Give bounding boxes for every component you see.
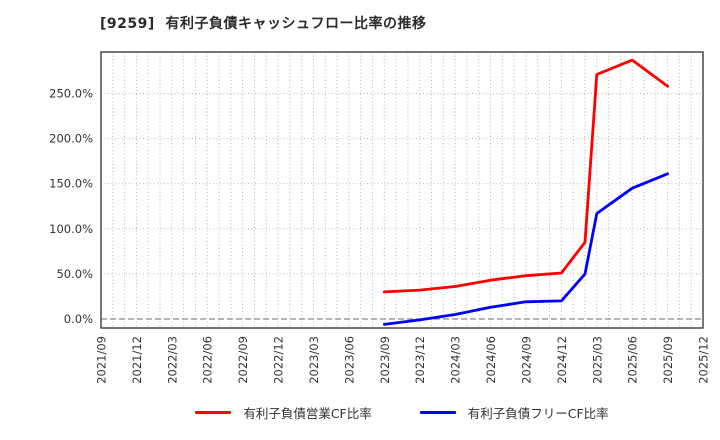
x-tick-label: 2022/06 — [201, 336, 215, 384]
legend-label-free-cf-ratio: 有利子負債フリーCF比率 — [467, 406, 609, 421]
x-tick-label: 2022/03 — [165, 336, 179, 384]
series-line-1 — [382, 172, 669, 326]
y-tick-label: 0.0% — [64, 312, 93, 326]
x-tick-label: 2024/12 — [555, 336, 569, 384]
x-tick-label: 2025/12 — [697, 336, 711, 384]
y-tick-label: 250.0% — [49, 86, 93, 100]
x-tick-label: 2024/06 — [484, 336, 498, 384]
legend-label-operating-cf-ratio: 有利子負債営業CF比率 — [243, 406, 372, 421]
x-tick-label: 2024/09 — [519, 336, 533, 384]
y-tick-label: 100.0% — [49, 222, 93, 236]
x-tick-label: 2023/12 — [413, 336, 427, 384]
x-tick-label: 2023/06 — [342, 336, 356, 384]
series-line-0 — [382, 58, 669, 294]
x-tick-label: 2025/03 — [590, 336, 604, 384]
legend-item-operating-cf-ratio: 有利子負債営業CF比率 — [195, 403, 372, 422]
chart-title: [9259] 有利子負債キャッシュフロー比率の推移 — [100, 16, 427, 32]
blue-line-swatch-icon — [419, 411, 456, 414]
x-tick-label: 2021/12 — [130, 336, 144, 384]
x-tick-label: 2024/03 — [449, 336, 463, 384]
x-tick-label: 2021/09 — [95, 336, 109, 384]
x-tick-label: 2023/03 — [307, 336, 321, 384]
y-tick-label: 50.0% — [56, 267, 93, 281]
red-line-swatch-icon — [195, 411, 232, 414]
x-tick-label: 2025/06 — [626, 336, 640, 384]
x-tick-label: 2022/09 — [236, 336, 250, 384]
y-tick-label: 200.0% — [49, 132, 93, 146]
x-tick-label: 2023/09 — [378, 336, 392, 384]
y-tick-label: 150.0% — [49, 177, 93, 191]
legend-item-free-cf-ratio: 有利子負債フリーCF比率 — [419, 403, 609, 422]
plot-border — [100, 51, 704, 329]
legend: 有利子負債営業CF比率 有利子負債フリーCF比率 — [101, 403, 703, 422]
x-tick-label: 2025/09 — [661, 336, 675, 384]
x-tick-label: 2022/12 — [272, 336, 286, 384]
